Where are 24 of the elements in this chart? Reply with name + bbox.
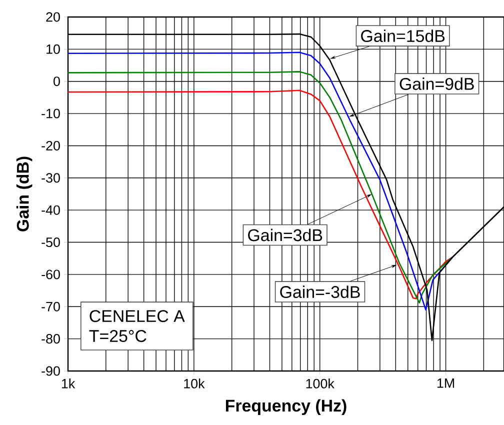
y-tick-label: 0 <box>54 76 60 86</box>
x-tick-label: 1k <box>62 378 76 388</box>
y-tick-label: -90 <box>42 366 60 376</box>
x-tick-label: 100k <box>306 378 334 388</box>
x-tick-label: 10k <box>184 378 205 388</box>
y-axis-title: Gain (dB) <box>16 156 32 232</box>
annotation: Gain=3dB <box>248 228 322 242</box>
y-tick-label: 20 <box>46 12 60 22</box>
annotation: T=25°C <box>89 330 146 342</box>
y-tick-label: 10 <box>46 44 60 54</box>
y-tick-label: -30 <box>42 173 60 183</box>
annotation: CENELEC A <box>90 310 185 322</box>
y-tick-label: -10 <box>42 108 60 118</box>
y-tick-label: -80 <box>42 334 60 344</box>
x-tick-label: 1M <box>437 378 454 388</box>
annotation: Gain=-3dB <box>280 286 360 298</box>
y-tick-label: -60 <box>42 270 60 280</box>
y-tick-label: -20 <box>42 140 60 150</box>
x-axis-title: Frequency (Hz) <box>226 399 346 416</box>
y-tick-label: -70 <box>42 302 60 312</box>
annotation: Gain=9dB <box>400 78 474 90</box>
y-tick-label: -40 <box>42 205 60 215</box>
annotation: Gain=15dB <box>361 30 445 42</box>
y-tick-label: -50 <box>42 238 60 248</box>
